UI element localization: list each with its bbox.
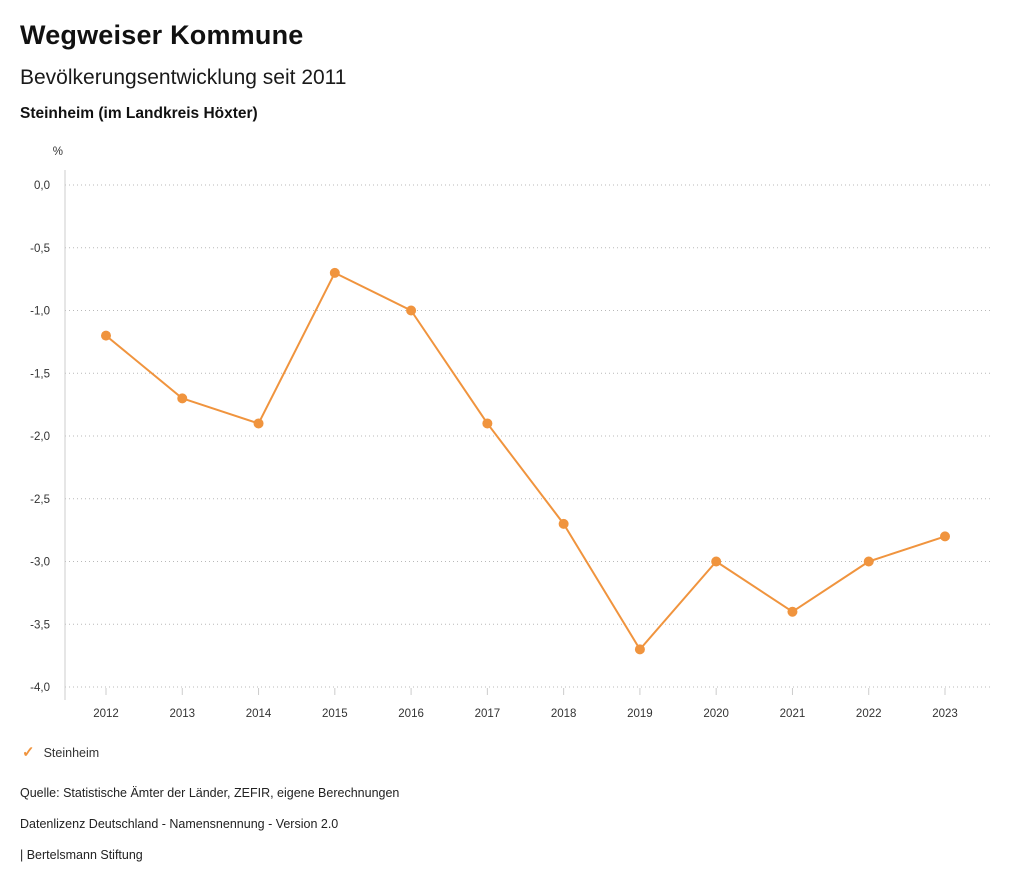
legend-item-steinheim[interactable]: ✓ Steinheim xyxy=(22,745,99,760)
y-tick-label: -2,5 xyxy=(30,494,50,506)
y-tick-label: -2,0 xyxy=(30,431,50,443)
license-text: Datenlizenz Deutschland - Namensnennung … xyxy=(20,817,339,831)
data-point xyxy=(940,531,950,542)
series-line xyxy=(105,271,946,651)
x-tick-label: 2023 xyxy=(932,708,958,720)
y-tick-label: -1,0 xyxy=(30,306,50,318)
data-point xyxy=(253,418,264,429)
data-point xyxy=(406,305,417,316)
chart-title: Bevölkerungsentwicklung seit 2011 xyxy=(20,66,347,89)
x-tick-label: 2013 xyxy=(169,708,195,720)
x-tick-label: 2018 xyxy=(551,708,577,720)
attribution-text: | Bertelsmann Stiftung xyxy=(20,848,143,862)
data-point xyxy=(711,556,722,567)
check-icon: ✓ xyxy=(22,744,35,761)
legend-label: Steinheim xyxy=(43,745,100,760)
x-tick-label: 2016 xyxy=(398,708,424,720)
data-point xyxy=(177,393,188,404)
data-point xyxy=(329,267,340,278)
y-tick-label: -1,5 xyxy=(30,368,50,380)
data-point xyxy=(863,556,874,567)
brand-title: Wegweiser Kommune xyxy=(20,20,304,50)
y-tick-label: -3,0 xyxy=(30,557,50,569)
x-tick-label: 2021 xyxy=(780,708,806,720)
data-point xyxy=(482,418,493,429)
line-chart: 0,0 -0,5 -1,0 -1,5 -2,0 -2,5 -3,0 -3,5 -4,0 2012 2… xyxy=(30,170,990,720)
x-tick-label: 2020 xyxy=(703,708,729,720)
x-tick-label: 2017 xyxy=(475,708,501,720)
x-tick-label: 2012 xyxy=(93,708,119,720)
y-axis-unit-label: % xyxy=(52,146,63,158)
y-tick-label: 0,0 xyxy=(34,180,50,192)
chart-subtitle: Steinheim (im Landkreis Höxter) xyxy=(20,105,258,122)
data-point xyxy=(558,518,569,529)
y-tick-label: -3,5 xyxy=(30,619,50,631)
data-point xyxy=(101,330,111,341)
y-tick-label: -4,0 xyxy=(30,682,50,694)
x-tick-label: 2014 xyxy=(246,708,272,720)
x-tick-label: 2019 xyxy=(627,708,653,720)
source-text: Quelle: Statistische Ämter der Länder, Z… xyxy=(20,786,400,800)
y-tick-label: -0,5 xyxy=(30,243,50,255)
data-point xyxy=(787,606,798,617)
data-point xyxy=(634,644,645,655)
x-tick-label: 2015 xyxy=(322,708,348,720)
x-tick-label: 2022 xyxy=(856,708,882,720)
